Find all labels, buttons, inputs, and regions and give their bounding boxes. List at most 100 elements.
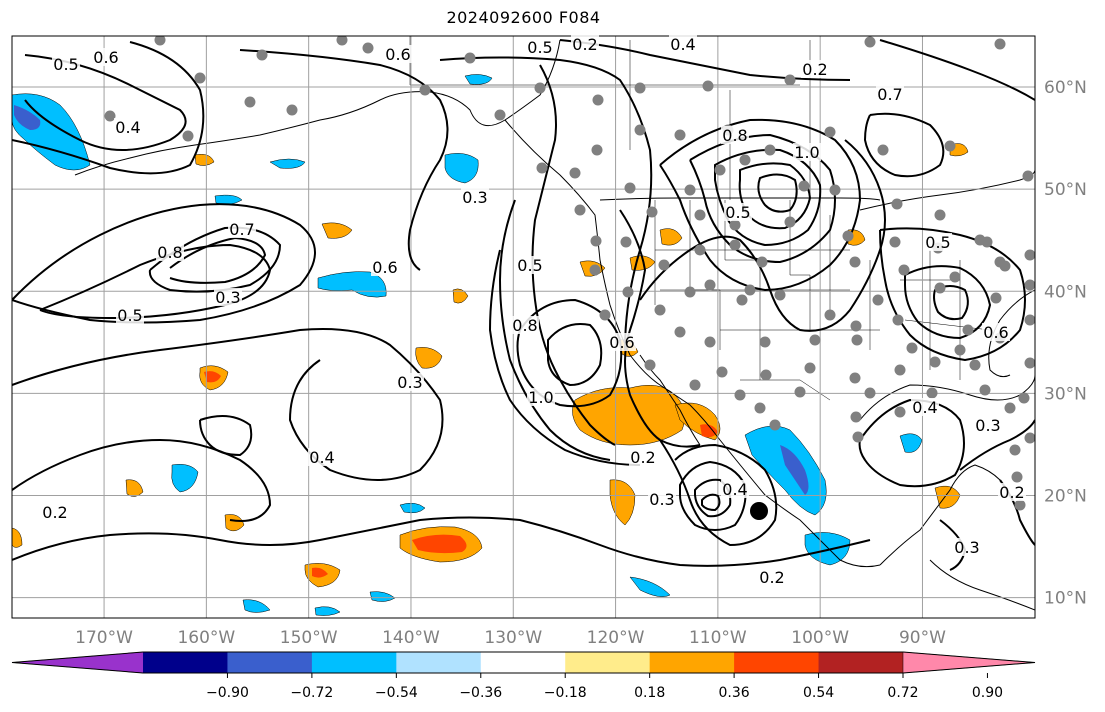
contour-label-group: 0.5 0.6 0.4 0.3 0.2 0.6 0.5 0.4 0.2 0.7 0.8 0.7 0.8 0… bbox=[41, 35, 1026, 587]
station-dot bbox=[591, 144, 603, 156]
contour-label: 0.2 bbox=[999, 483, 1024, 502]
contour-label: 0.2 bbox=[630, 448, 655, 467]
shade-negative bbox=[444, 153, 479, 184]
station-dot bbox=[794, 386, 806, 398]
station-dot bbox=[494, 109, 506, 121]
station-dot bbox=[694, 244, 706, 256]
station-dot bbox=[729, 219, 741, 231]
colorbar-tick-label: −0.90 bbox=[206, 685, 249, 701]
station-dot bbox=[754, 402, 766, 414]
contour-label: 1.0 bbox=[794, 143, 819, 162]
station-dot bbox=[704, 279, 716, 291]
colorbar-tick-label: −0.72 bbox=[290, 685, 333, 701]
colorbar-tick-label: −0.36 bbox=[459, 685, 502, 701]
contour-label: 0.3 bbox=[649, 490, 674, 509]
station-dot bbox=[104, 110, 116, 122]
contour-lines bbox=[12, 39, 1035, 571]
station-dot bbox=[674, 129, 686, 141]
station-dot bbox=[1018, 392, 1030, 404]
station-dot bbox=[744, 284, 756, 296]
station-dot bbox=[622, 286, 634, 298]
contour-label: 0.4 bbox=[722, 480, 747, 499]
station-dot bbox=[774, 289, 786, 301]
station-dot bbox=[962, 324, 974, 336]
station-dot bbox=[1024, 249, 1035, 261]
shade-positive bbox=[312, 567, 328, 578]
contour-label: 0.4 bbox=[912, 398, 937, 417]
lat-tick-label: 60°N bbox=[1044, 78, 1087, 98]
lat-axis: 60°N 50°N 40°N 30°N 20°N 10°N bbox=[1044, 78, 1087, 609]
contour-label: 0.5 bbox=[117, 306, 142, 325]
shade-negative bbox=[12, 93, 91, 171]
contour-label: 0.3 bbox=[215, 288, 240, 307]
station-dot bbox=[589, 264, 601, 276]
station-dot bbox=[599, 309, 611, 321]
shade-positive bbox=[194, 154, 215, 166]
station-dot bbox=[981, 236, 993, 248]
shade-positive bbox=[204, 371, 221, 383]
contour-label: 0.6 bbox=[983, 323, 1008, 342]
station-dot bbox=[620, 236, 632, 248]
shade-negative bbox=[804, 532, 851, 566]
station-dot bbox=[1024, 357, 1035, 369]
colorbar-extend-high bbox=[902, 651, 1036, 674]
station-dot bbox=[658, 259, 670, 271]
shade-positive bbox=[572, 384, 686, 446]
station-dot bbox=[990, 292, 1002, 304]
colorbar-segment bbox=[143, 652, 228, 673]
station-dot bbox=[926, 387, 938, 399]
contour-label: 0.2 bbox=[42, 503, 67, 522]
plot-title: 2024092600 F084 bbox=[446, 8, 601, 27]
station-dot bbox=[644, 359, 656, 371]
station-dot bbox=[419, 84, 431, 96]
station-dot bbox=[864, 387, 876, 399]
colorbar-segment bbox=[311, 652, 397, 673]
shade-positive bbox=[12, 527, 23, 548]
station-dot bbox=[850, 411, 862, 423]
contour-label: 0.2 bbox=[759, 568, 784, 587]
colorbar-segment bbox=[480, 652, 566, 673]
station-dot bbox=[684, 184, 696, 196]
station-dot bbox=[634, 82, 646, 94]
lon-axis: 170°W 160°W 150°W 140°W 130°W 120°W 110°W 100°W… bbox=[75, 628, 946, 648]
station-dot bbox=[851, 334, 863, 346]
station-dot bbox=[634, 124, 646, 136]
station-dot bbox=[929, 356, 941, 368]
station-dot bbox=[702, 80, 714, 92]
station-dot bbox=[646, 206, 658, 218]
station-dot bbox=[969, 359, 981, 371]
lon-tick-label: 140°W bbox=[382, 628, 440, 648]
lat-tick-label: 10°N bbox=[1044, 589, 1087, 609]
shade-negative bbox=[317, 271, 387, 298]
station-dot bbox=[892, 314, 904, 326]
station-dot bbox=[849, 256, 861, 268]
contour-label: 0.2 bbox=[572, 35, 597, 54]
station-dot bbox=[654, 304, 666, 316]
station-dot bbox=[889, 236, 901, 248]
contour-label: 0.5 bbox=[527, 38, 552, 57]
contour-label: 0.8 bbox=[512, 316, 537, 335]
contour-label: 0.8 bbox=[722, 126, 747, 145]
contour-label: 0.5 bbox=[725, 203, 750, 222]
station-dot bbox=[1024, 314, 1035, 326]
lon-tick-label: 130°W bbox=[484, 628, 542, 648]
contour-label: 0.5 bbox=[925, 233, 950, 252]
lon-tick-label: 110°W bbox=[689, 628, 747, 648]
station-dot bbox=[154, 36, 166, 46]
shade-positive bbox=[659, 228, 683, 246]
colorbar-segment bbox=[565, 652, 651, 673]
contour-label: 0.3 bbox=[462, 188, 487, 207]
colorbar-tick-label: 0.36 bbox=[719, 685, 750, 701]
station-dot bbox=[872, 294, 884, 306]
colorbar: −0.90 −0.72 −0.54 −0.36 −0.18 0.18 0.36 0.54 0.7… bbox=[11, 651, 1036, 701]
colorbar-segment bbox=[396, 652, 482, 673]
station-dot bbox=[590, 235, 602, 247]
station-dot bbox=[714, 164, 726, 176]
station-dot bbox=[729, 239, 741, 251]
shade-negative bbox=[242, 599, 271, 613]
station-dot bbox=[734, 389, 746, 401]
station-dot bbox=[1014, 499, 1026, 511]
contour-label: 0.3 bbox=[954, 538, 979, 557]
colorbar-tick-label: −0.18 bbox=[544, 685, 587, 701]
